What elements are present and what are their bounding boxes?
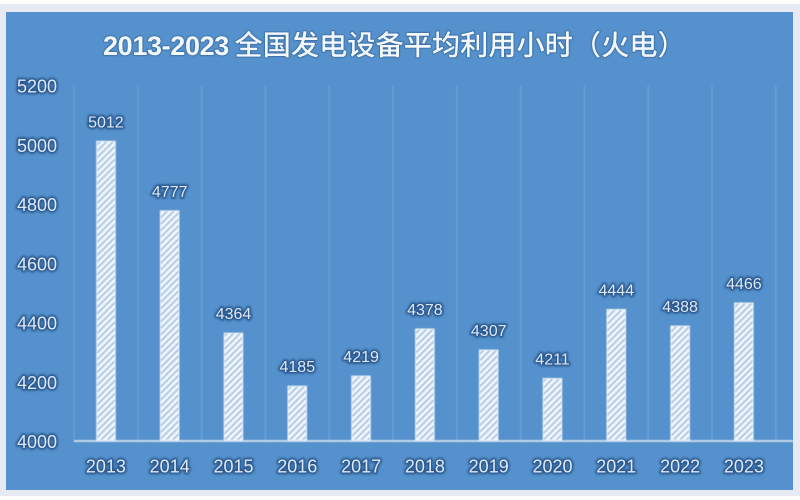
svg-text:4444: 4444	[599, 283, 635, 300]
svg-text:4211: 4211	[535, 352, 570, 369]
svg-text:4200: 4200	[17, 373, 57, 393]
svg-text:2022: 2022	[660, 457, 700, 477]
svg-text:2019: 2019	[469, 457, 509, 477]
svg-text:4364: 4364	[216, 306, 252, 323]
svg-text:2013: 2013	[86, 457, 126, 477]
svg-text:2016: 2016	[277, 457, 317, 477]
svg-text:2020: 2020	[532, 457, 572, 477]
svg-text:4219: 4219	[343, 349, 379, 366]
svg-text:2023: 2023	[724, 457, 764, 477]
svg-text:4000: 4000	[17, 432, 57, 452]
svg-text:2017: 2017	[341, 457, 381, 477]
svg-text:4200: 4200	[17, 373, 57, 393]
svg-text:2022: 2022	[660, 457, 700, 477]
svg-text:2013-2023: 2013-2023	[103, 31, 229, 61]
svg-text:4800: 4800	[17, 195, 57, 215]
svg-text:2021: 2021	[596, 457, 636, 477]
svg-text:2016: 2016	[277, 457, 317, 477]
svg-text:2021: 2021	[596, 457, 636, 477]
svg-text:4400: 4400	[17, 314, 57, 334]
svg-text:4388: 4388	[662, 299, 698, 316]
svg-text:2015: 2015	[213, 457, 253, 477]
svg-text:5200: 5200	[17, 77, 57, 97]
svg-text:4000: 4000	[17, 432, 57, 452]
svg-text:2014: 2014	[150, 457, 190, 477]
svg-text:2018: 2018	[405, 457, 445, 477]
svg-text:4600: 4600	[17, 254, 57, 274]
svg-text:4777: 4777	[152, 184, 188, 201]
svg-text:4307: 4307	[471, 323, 507, 340]
svg-text:4777: 4777	[152, 184, 188, 201]
svg-text:4378: 4378	[407, 302, 443, 319]
svg-text:2019: 2019	[469, 457, 509, 477]
svg-text:4185: 4185	[280, 359, 316, 376]
svg-text:4466: 4466	[726, 276, 762, 293]
svg-text:2018: 2018	[405, 457, 445, 477]
svg-text:5000: 5000	[17, 136, 57, 156]
svg-text:4400: 4400	[17, 314, 57, 334]
svg-text:4219: 4219	[343, 349, 379, 366]
svg-text:2023: 2023	[724, 457, 764, 477]
svg-text:4307: 4307	[471, 323, 507, 340]
svg-text:2014: 2014	[150, 457, 190, 477]
svg-text:5000: 5000	[17, 136, 57, 156]
svg-text:4444: 4444	[599, 283, 635, 300]
svg-text:2015: 2015	[213, 457, 253, 477]
svg-text:4388: 4388	[662, 299, 698, 316]
svg-text:4364: 4364	[216, 306, 252, 323]
svg-text:4800: 4800	[17, 195, 57, 215]
svg-text:5200: 5200	[17, 77, 57, 97]
svg-text:5012: 5012	[88, 114, 124, 131]
svg-text:4211: 4211	[535, 352, 570, 369]
svg-text:2017: 2017	[341, 457, 381, 477]
svg-text:4600: 4600	[17, 254, 57, 274]
svg-text:2013-2023: 2013-2023	[103, 31, 229, 61]
svg-text:4378: 4378	[407, 302, 443, 319]
svg-text:2020: 2020	[532, 457, 572, 477]
svg-text:4185: 4185	[280, 359, 316, 376]
svg-text:5012: 5012	[88, 114, 124, 131]
svg-text:4466: 4466	[726, 276, 762, 293]
svg-text:2013: 2013	[86, 457, 126, 477]
